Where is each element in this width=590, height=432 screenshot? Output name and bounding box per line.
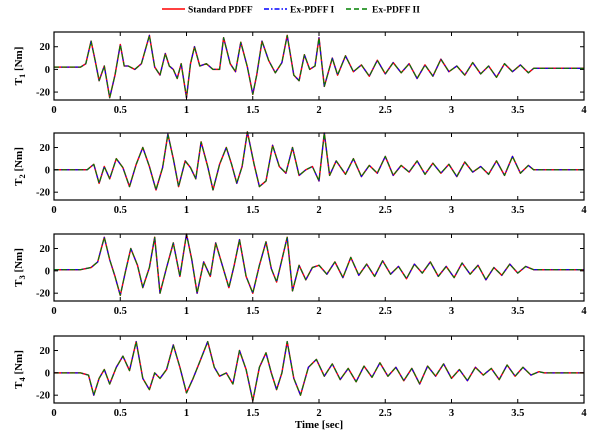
y-tick-label: 20 [40,42,51,53]
y-tick-label: 0 [45,165,50,176]
x-tick-label: 0 [51,306,56,317]
x-tick-label: 2.5 [379,205,392,216]
series-line-ex-pdff-i [54,34,584,99]
x-tick-label: 1.5 [246,306,259,317]
x-tick-label: 1 [184,306,189,317]
x-tick-label: 1.5 [246,205,259,216]
series-line-ex-pdff-i [54,131,584,191]
y-tick-label: 0 [45,65,50,76]
x-tick-label: 0.5 [114,306,127,317]
x-tick-label: 4 [581,105,587,116]
series-line-standard-pdff [54,340,584,402]
x-tick-label: 4 [581,205,587,216]
x-tick-label: 4 [581,306,587,317]
x-tick-label: 0.5 [114,408,127,419]
x-tick-label: 0 [51,105,56,116]
x-tick-label: 0 [51,205,56,216]
x-tick-label: 3.5 [511,306,524,317]
x-tick-label: 1.5 [246,105,259,116]
x-tick-label: 3 [449,306,454,317]
x-tick-label: 0.5 [114,205,127,216]
x-tick-label: 2.5 [379,105,392,116]
y-tick-label: 0 [45,266,50,277]
x-tick-label: 1 [184,105,189,116]
x-tick-label: 0 [51,408,56,419]
y-axis-label: T3 [Nm] [13,248,27,287]
legend-label-standard-pdff: Standard PDFF [188,6,253,16]
axes-box [53,233,585,302]
y-axis-label: T2 [Nm] [13,147,27,186]
legend-label-ex-pdff-ii: Ex-PDFF II [372,6,420,16]
x-tick-label: 3.5 [511,105,524,116]
x-tick-label: 1 [184,205,189,216]
x-tick-label: 2.5 [379,306,392,317]
y-tick-label: -20 [36,188,50,199]
series-line-ex-pdff-ii [54,34,584,99]
legend-label-ex-pdff-i: Ex-PDFF I [290,6,335,16]
series-line-ex-pdff-ii [54,341,584,402]
y-tick-label: -20 [36,88,50,99]
y-axis-label: T1 [Nm] [13,47,27,86]
x-tick-label: 3.5 [511,205,524,216]
x-tick-label: 3.5 [511,408,524,419]
x-tick-label: 1.5 [246,408,259,419]
series-line-standard-pdff [54,34,584,99]
x-tick-label: 0.5 [114,105,127,116]
x-tick-label: 2 [316,306,321,317]
y-tick-label: 0 [45,368,50,379]
x-tick-label: 3 [449,408,454,419]
x-tick-label: 2 [316,408,321,419]
series-line-ex-pdff-ii [54,131,584,191]
y-tick-label: 20 [40,244,51,255]
x-tick-label: 1 [184,408,189,419]
y-axis-label: T4 [Nm] [13,350,27,389]
y-tick-label: 20 [40,346,51,357]
x-axis-title: Time [sec] [295,419,343,431]
x-tick-label: 2 [316,205,321,216]
x-tick-label: 3 [449,105,454,116]
y-tick-label: -20 [36,289,50,300]
legend: Standard PDFF Ex-PDFF I Ex-PDFF II [162,6,420,16]
x-tick-label: 2 [316,105,321,116]
x-tick-label: 3 [449,205,454,216]
x-tick-label: 2.5 [379,408,392,419]
y-tick-label: -20 [36,391,50,402]
y-tick-label: 20 [40,143,51,154]
series-line-ex-pdff-ii [54,233,584,296]
axes-box [53,132,585,201]
x-tick-label: 4 [581,408,587,419]
series-line-standard-pdff [54,233,584,297]
